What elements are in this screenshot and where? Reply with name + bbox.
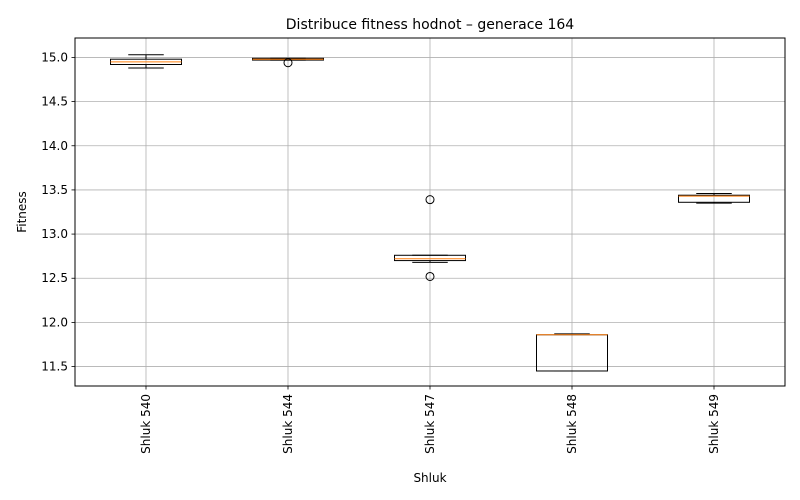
y-tick-label: 12.0 — [41, 315, 68, 329]
boxes — [110, 54, 750, 372]
x-tick-label: Shluk 544 — [281, 394, 295, 454]
y-tick-label: 13.0 — [41, 227, 68, 241]
grid — [75, 38, 785, 386]
x-tick-label: Shluk 548 — [565, 394, 579, 454]
outlier-point — [425, 195, 435, 205]
y-tick-label: 14.5 — [41, 95, 68, 109]
box-group — [394, 195, 466, 281]
box-group — [678, 192, 750, 204]
box-group — [110, 54, 182, 69]
chart-title: Distribuce fitness hodnot – generace 164 — [286, 17, 575, 33]
outlier-point — [425, 271, 435, 281]
y-tick-label: 12.5 — [41, 271, 68, 285]
y-tick-label: 15.0 — [41, 50, 68, 64]
box-group — [536, 333, 608, 372]
x-tick-label: Shluk 549 — [707, 394, 721, 454]
y-tick-label: 13.5 — [41, 183, 68, 197]
y-axis-label: Fitness — [15, 191, 29, 233]
outlier-point — [283, 58, 293, 68]
y-tick-label: 14.0 — [41, 139, 68, 153]
ticks: 11.5 12.0 12.5 13.0 13.5 14.0 14.5 15.0 Shluk 54… — [41, 50, 721, 453]
y-tick-label: 11.5 — [41, 360, 68, 374]
box — [678, 194, 750, 203]
x-tick-label: Shluk 547 — [423, 394, 437, 454]
x-tick-label: Shluk 540 — [139, 394, 153, 454]
box — [394, 254, 466, 262]
box-group — [252, 57, 324, 68]
x-axis-label: Shluk — [413, 471, 446, 485]
